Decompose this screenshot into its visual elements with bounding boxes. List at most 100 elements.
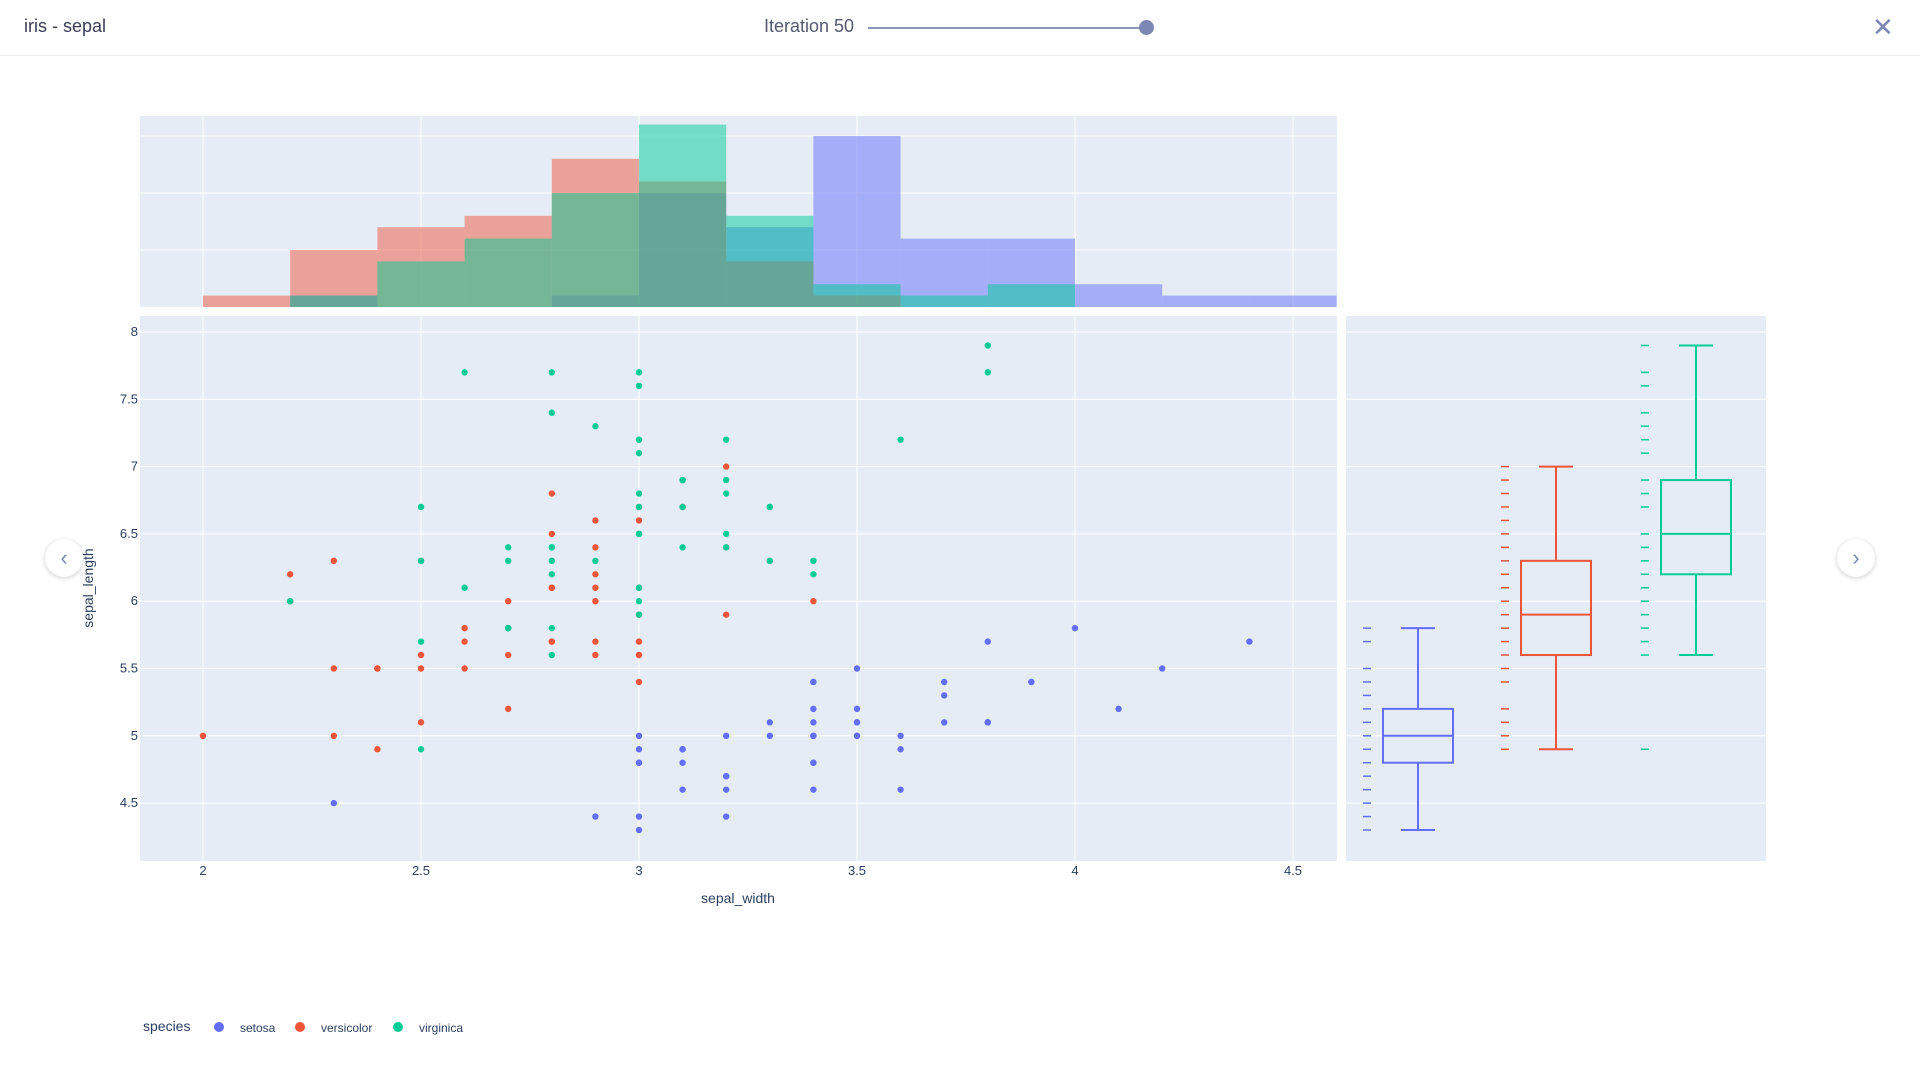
histogram-bar-setosa [1162, 295, 1250, 307]
scatter-point-setosa [897, 746, 904, 753]
scatter-point-versicolor [417, 719, 425, 726]
histogram-bar-virginica [464, 238, 552, 307]
scatter-point-virginica [505, 557, 512, 565]
legend-marker-setosa[interactable] [214, 1022, 224, 1032]
histogram-bar-virginica [813, 284, 901, 307]
x-tick-label: 3 [635, 863, 642, 878]
scatter-point-setosa [1115, 705, 1122, 713]
box-versicolor [1520, 559, 1592, 657]
scatter-point-setosa [810, 786, 817, 793]
box-virginica [1660, 479, 1732, 576]
scatter-point-setosa [766, 732, 773, 739]
scatter-point-setosa [723, 772, 730, 780]
next-button[interactable]: › [1837, 539, 1875, 577]
scatter-point-versicolor [461, 638, 468, 645]
scatter-point-setosa [984, 638, 991, 645]
scatter-point-virginica [723, 436, 730, 443]
page-title: iris - sepal [24, 16, 107, 36]
scatter-point-setosa [635, 732, 643, 739]
scatter-point-virginica [635, 584, 643, 591]
scatter-point-setosa [635, 759, 643, 766]
scatter-point-setosa [723, 813, 730, 820]
histogram-bar-setosa [1075, 284, 1163, 307]
scatter-point-versicolor [330, 732, 337, 739]
scatter-point-virginica [635, 449, 643, 457]
x-tick-label: 2.5 [412, 863, 430, 878]
scatter-point-virginica [635, 611, 643, 618]
histogram-bar-versicolor [203, 295, 291, 307]
histogram-bar-setosa [1249, 295, 1337, 307]
scatter-point-versicolor [548, 530, 555, 538]
scatter-point-virginica [505, 544, 512, 551]
scatter-point-versicolor [505, 651, 512, 659]
scatter-point-virginica [548, 624, 555, 632]
scatter-point-virginica [635, 598, 643, 605]
scatter-point-virginica [723, 490, 730, 497]
scatter-point-setosa [853, 719, 861, 726]
prev-button[interactable]: ‹ [45, 539, 83, 577]
scatter-point-virginica [548, 557, 555, 565]
scatter-point-virginica [766, 557, 773, 565]
scatter-point-versicolor [592, 584, 599, 591]
scatter-point-versicolor [199, 732, 207, 739]
scatter-point-setosa [810, 705, 817, 713]
scatter-point-versicolor [417, 651, 425, 659]
scatter-point-virginica [723, 530, 730, 538]
y-tick-label: 6 [131, 593, 138, 608]
scatter-point-virginica [679, 503, 686, 511]
chevron-right-icon: › [1852, 545, 1860, 570]
scatter-point-virginica [548, 369, 555, 376]
x-tick-label: 2 [199, 863, 206, 878]
scatter-point-virginica [766, 503, 773, 511]
histogram-bar-virginica [377, 261, 465, 307]
scatter-point-versicolor [592, 544, 599, 551]
scatter-point-versicolor [461, 624, 468, 632]
scatter-panel [140, 316, 1337, 861]
scatter-point-setosa [592, 813, 599, 820]
legend-marker-virginica[interactable] [393, 1022, 403, 1032]
scatter-point-setosa [635, 746, 643, 753]
scatter-point-setosa [810, 732, 817, 739]
scatter-point-setosa [723, 732, 730, 739]
iteration-slider-handle[interactable] [1139, 20, 1154, 35]
scatter-point-virginica [461, 584, 468, 591]
scatter-point-virginica [635, 530, 643, 538]
scatter-point-versicolor [330, 557, 337, 565]
scatter-point-virginica [635, 503, 643, 511]
iteration-slider-track[interactable] [868, 27, 1147, 29]
scatter-point-setosa [897, 786, 904, 793]
close-icon[interactable]: ✕ [1872, 12, 1894, 42]
legend-marker-versicolor[interactable] [295, 1022, 305, 1032]
scatter-point-setosa [635, 813, 643, 820]
scatter-point-versicolor [635, 517, 643, 524]
legend-item-setosa[interactable]: setosa [240, 1021, 276, 1035]
x-tick-label: 4 [1071, 863, 1078, 878]
legend-item-virginica[interactable]: virginica [419, 1021, 463, 1035]
scatter-point-setosa [635, 826, 643, 834]
y-tick-label: 6.5 [120, 526, 138, 541]
scatter-point-virginica [723, 476, 730, 484]
legend-title: species [143, 1018, 190, 1034]
scatter-point-virginica [635, 490, 643, 497]
scatter-point-versicolor [592, 517, 599, 524]
scatter-point-versicolor [461, 665, 468, 672]
scatter-point-virginica [461, 369, 468, 376]
histogram-bar-virginica [290, 295, 378, 307]
y-tick-label: 4.5 [120, 795, 138, 810]
chevron-left-icon: ‹ [60, 545, 68, 570]
y-tick-label: 7.5 [120, 391, 138, 406]
x-tick-label: 3.5 [848, 863, 866, 878]
scatter-point-versicolor [592, 598, 599, 605]
scatter-point-setosa [679, 746, 686, 753]
y-tick-label: 7 [131, 459, 138, 474]
scatter-point-virginica [723, 544, 730, 551]
legend-item-versicolor[interactable]: versicolor [321, 1021, 372, 1035]
scatter-point-versicolor [723, 611, 730, 618]
scatter-point-setosa [810, 759, 817, 766]
scatter-point-virginica [679, 476, 686, 484]
scatter-point-setosa [941, 692, 948, 699]
scatter-point-versicolor [548, 490, 555, 497]
scatter-point-virginica [635, 436, 643, 443]
scatter-point-virginica [592, 557, 599, 565]
scatter-point-versicolor [330, 665, 337, 672]
